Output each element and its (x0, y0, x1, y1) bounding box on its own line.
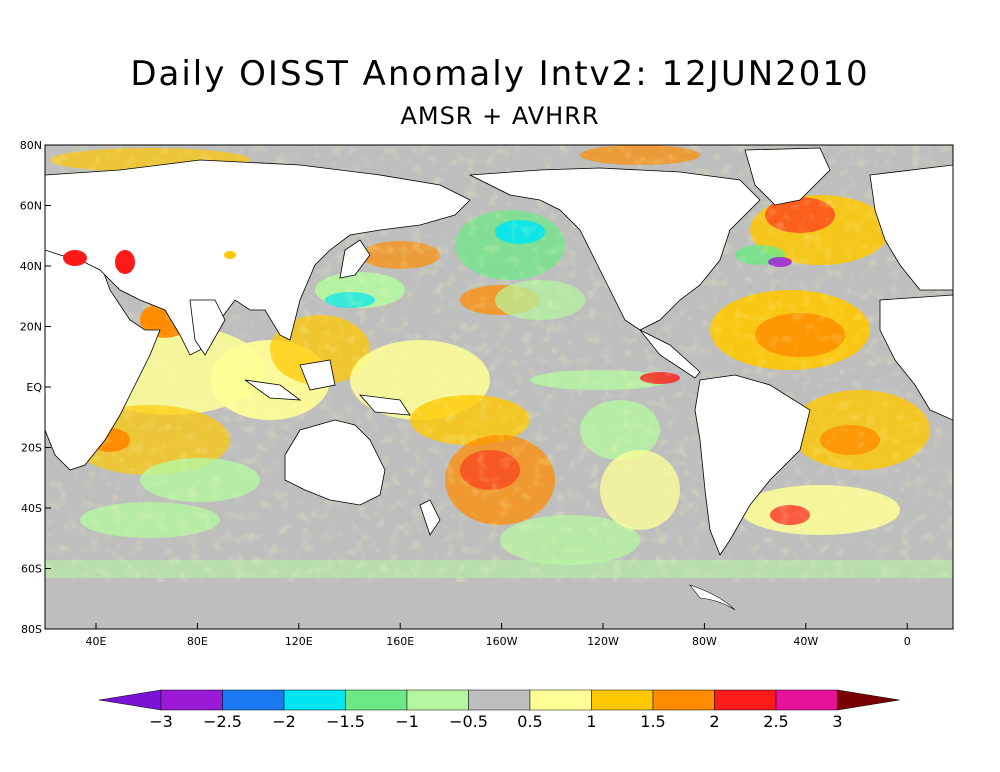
colorbar-label: −2 (272, 712, 296, 731)
australia-land (284, 419, 386, 506)
colorbar-label: 3 (832, 712, 842, 731)
lon-label: 120E (285, 635, 313, 648)
colorbar-swatch (160, 689, 223, 711)
lon-label: 40E (86, 635, 107, 648)
lon-label: 120W (587, 635, 619, 648)
colorbar-swatch (652, 689, 715, 711)
colorbar-label: 2 (709, 712, 719, 731)
japan-land (339, 239, 371, 279)
greenland-land (744, 147, 831, 206)
lat-label: 20N (20, 321, 42, 334)
borneo-land (299, 359, 336, 391)
lon-label: 40W (793, 635, 818, 648)
lon-label: 80E (187, 635, 208, 648)
colorbar-swatch (283, 689, 346, 711)
colorbar-swatch (406, 689, 469, 711)
colorbar-label: −3 (149, 712, 173, 731)
colorbar-swatch (468, 689, 531, 711)
land-masses (45, 147, 953, 629)
lat-label: 80N (20, 139, 42, 152)
map-title: Daily OISST Anomaly Intv2: 12JUN2010 (130, 54, 870, 94)
newguinea-land (359, 394, 411, 416)
colorbar-label: 1 (586, 712, 596, 731)
india-land (189, 299, 226, 356)
lat-label: 80S (21, 623, 42, 636)
indonesia-land (244, 379, 302, 401)
lat-label: 40S (21, 502, 42, 515)
north-america-land (468, 167, 761, 331)
europe-land (869, 164, 953, 291)
lon-label: 80W (692, 635, 717, 648)
longitude-axis: 40E 80E 120E 160E 160W 120W 80W 40W 0 (86, 623, 911, 648)
colorbar-label: −1 (395, 712, 419, 731)
colorbar-swatch (345, 689, 408, 711)
inland-seas (63, 250, 236, 274)
colorbar-label: 1.5 (640, 712, 665, 731)
eurasia-land (45, 159, 471, 356)
colorbar-label: 2.5 (763, 712, 788, 731)
colorbar-label: 0.5 (517, 712, 542, 731)
lon-label: 160E (386, 635, 414, 648)
lat-label: 60N (20, 200, 42, 213)
west-africa-land (879, 294, 953, 421)
colorbar-label: −1.5 (326, 712, 365, 731)
south-america-land (694, 374, 811, 556)
latitude-axis: 80N 60N 40N 20N EQ 20S 40S 60S 80S (20, 139, 51, 636)
colorbar-swatch (529, 689, 592, 711)
antarctica-land (45, 612, 953, 629)
lat-label: 40N (20, 260, 42, 273)
newzealand-land (419, 499, 441, 536)
colorbar-under-arrow (98, 689, 162, 711)
lon-label: 160W (486, 635, 518, 648)
colorbar-label: −0.5 (449, 712, 488, 731)
colorbar-swatch (714, 689, 777, 711)
colorbar-legend: −3 −2.5 −2 −1.5 −1 −0.5 0.5 1 1.5 2 2.5 3 (98, 689, 900, 731)
map-subtitle: AMSR + AVHRR (400, 102, 600, 130)
anomaly-field (45, 145, 953, 629)
central-america-land (639, 329, 701, 379)
colorbar-label: −2.5 (203, 712, 242, 731)
colorbar-over-arrow (837, 689, 900, 711)
lat-label: EQ (26, 381, 42, 394)
lat-label: 60S (21, 563, 42, 576)
colorbar-swatch (222, 689, 285, 711)
colorbar-swatch (591, 689, 654, 711)
colorbar-swatch (775, 689, 838, 711)
lat-label: 20S (21, 442, 42, 455)
lon-label: 0 (904, 635, 911, 648)
